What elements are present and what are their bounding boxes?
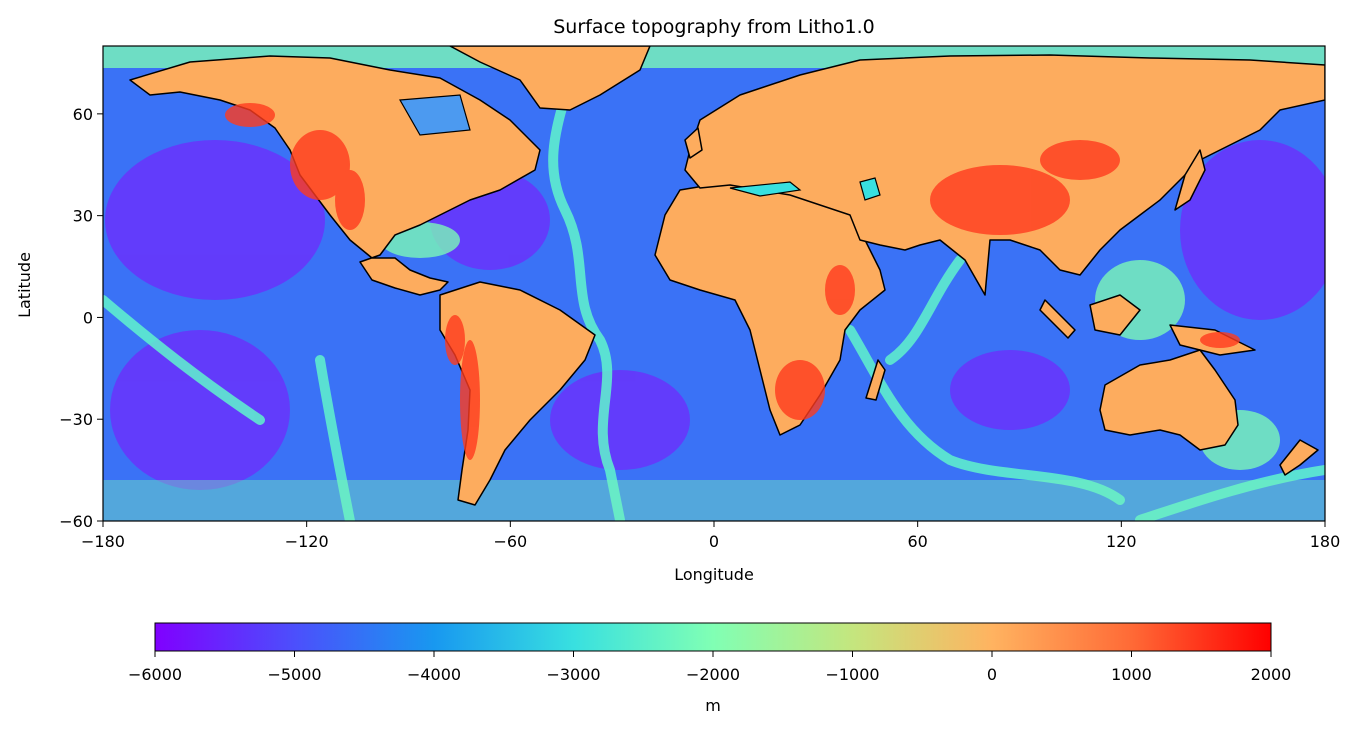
x-axis-label: Longitude <box>674 565 754 584</box>
y-axis: −60 −30 0 30 60 <box>59 105 103 531</box>
borneo <box>1089 294 1141 336</box>
deep-basins <box>105 140 1325 490</box>
x-tick-label: 0 <box>709 532 719 551</box>
colorbar-tick-label: −4000 <box>407 665 461 684</box>
shelf-shallows <box>103 46 1325 521</box>
colorbar-label: m <box>705 696 721 715</box>
colorbar-tick-label: −5000 <box>267 665 321 684</box>
colorbar-tick-label: −2000 <box>686 665 740 684</box>
y-tick-label: 30 <box>73 207 93 226</box>
colorbar-tick-label: −1000 <box>825 665 879 684</box>
x-tick-label: −180 <box>81 532 125 551</box>
y-tick-label: 0 <box>83 308 93 327</box>
colorbar <box>154 622 1272 652</box>
x-tick-label: 180 <box>1310 532 1341 551</box>
ocean-ridges <box>103 55 1325 521</box>
colorbar-tick-label: −6000 <box>128 665 182 684</box>
japan <box>1174 149 1206 211</box>
australia <box>1099 349 1239 451</box>
new-zealand <box>1279 439 1319 476</box>
britain <box>684 127 703 159</box>
madagascar <box>865 359 886 401</box>
colorbar-tick-label: 2000 <box>1251 665 1292 684</box>
inland-seas <box>399 94 881 201</box>
x-tick-label: 60 <box>907 532 927 551</box>
y-tick-label: −30 <box>59 410 93 429</box>
x-tick-label: −60 <box>493 532 527 551</box>
sumatra <box>1039 299 1076 339</box>
colorbar-ticks: −6000 −5000 −4000 −3000 −2000 −1000 0 1000 2000 <box>128 651 1291 684</box>
colorbar-tick-label: −3000 <box>546 665 600 684</box>
y-tick-label: −60 <box>59 512 93 531</box>
greenland <box>449 46 651 111</box>
y-tick-label: 60 <box>73 105 93 124</box>
x-tick-label: −120 <box>285 532 329 551</box>
chart-title: Surface topography from Litho1.0 <box>553 16 875 38</box>
map-panel <box>103 46 1325 521</box>
y-axis-label: Latitude <box>15 252 34 318</box>
colorbar-tick-label: 0 <box>987 665 997 684</box>
high-elevation <box>225 103 1240 460</box>
x-axis: −180 −120 −60 0 60 120 180 <box>81 521 1340 551</box>
x-tick-label: 120 <box>1106 532 1137 551</box>
colorbar-tick-label: 1000 <box>1111 665 1152 684</box>
